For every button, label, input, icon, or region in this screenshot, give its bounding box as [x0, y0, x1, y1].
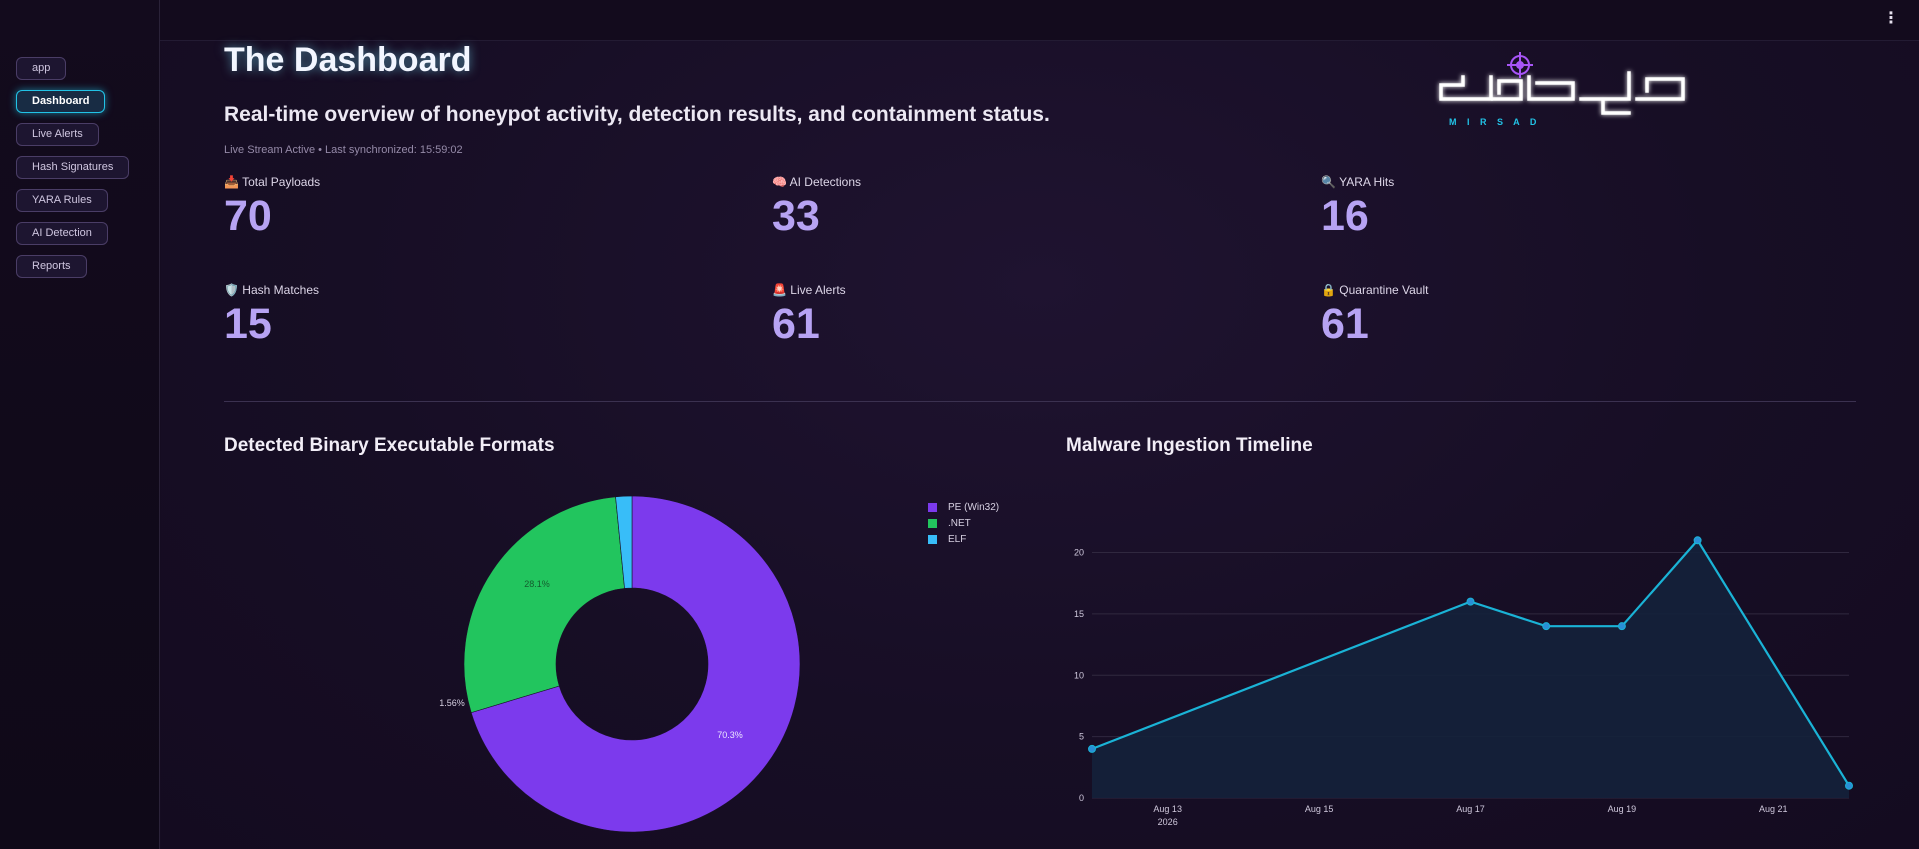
donut-slice-0[interactable]	[470, 495, 801, 833]
legend-item-elf[interactable]: ELF	[928, 531, 999, 547]
timeline-point[interactable]	[1466, 597, 1475, 606]
inbox-tray-icon: 📥	[224, 175, 239, 189]
timeline-point[interactable]	[1617, 622, 1626, 631]
x-tick-label: Aug 19	[1608, 804, 1637, 814]
x-tick-label: Aug 13	[1153, 804, 1182, 814]
metric-value: 33	[772, 192, 820, 240]
x-tick-year: 2026	[1158, 817, 1178, 827]
metric-ai-detections: 🧠 AI Detections 33	[772, 175, 861, 238]
metric-label: Live Alerts	[790, 283, 846, 297]
legend-label: PE (Win32)	[948, 501, 1000, 513]
legend-swatch	[928, 534, 937, 544]
donut-slice-label: 1.56%	[439, 698, 465, 708]
legend-swatch	[928, 502, 937, 512]
metric-label: AI Detections	[789, 175, 861, 189]
sidebar-item-hash-signatures[interactable]: Hash Signatures	[16, 156, 130, 179]
metric-live-alerts: 🚨 Live Alerts 61	[772, 283, 846, 346]
main-content: The Dashboard Real-time overview of hone…	[161, 41, 1919, 849]
legend-label: .NET	[948, 517, 971, 529]
magnifier-icon: 🔍	[1321, 175, 1336, 189]
sidebar-item-live-alerts[interactable]: Live Alerts	[16, 123, 99, 146]
donut-chart-title: Detected Binary Executable Formats	[224, 435, 555, 456]
donut-slice-1[interactable]	[463, 496, 625, 713]
metric-label: YARA Hits	[1339, 175, 1395, 189]
siren-icon: 🚨	[772, 283, 787, 297]
x-tick-label: Aug 17	[1456, 804, 1485, 814]
donut-slice-label: 28.1%	[524, 579, 550, 589]
metric-label: Quarantine Vault	[1339, 283, 1429, 297]
metric-yara-hits: 🔍 YARA Hits 16	[1321, 175, 1394, 238]
timeline-line	[1091, 538, 1850, 787]
metric-value: 61	[772, 300, 820, 348]
metric-quarantine-vault: 🔒 Quarantine Vault 61	[1321, 283, 1428, 346]
metric-value: 70	[224, 192, 272, 240]
timeline-point[interactable]	[1693, 536, 1702, 545]
sidebar: app Dashboard Live Alerts Hash Signature…	[0, 0, 160, 849]
metric-value: 61	[1321, 300, 1369, 348]
mirsad-logo: M I R S A D	[1439, 52, 1685, 127]
legend-item-net[interactable]: .NET	[928, 515, 999, 531]
sidebar-item-app[interactable]: app	[16, 57, 67, 80]
legend-item-pe[interactable]: PE (Win32)	[928, 499, 999, 515]
timeline-chart-title: Malware Ingestion Timeline	[1066, 435, 1313, 456]
timeline-point[interactable]	[1542, 622, 1551, 631]
sidebar-item-reports[interactable]: Reports	[16, 255, 87, 278]
sidebar-nav: app Dashboard Live Alerts Hash Signature…	[16, 57, 130, 278]
y-tick-label: 0	[1079, 793, 1084, 803]
crosshair-icon	[1507, 52, 1533, 78]
lock-icon: 🔒	[1321, 283, 1336, 297]
timeline-area	[1092, 540, 1849, 798]
x-tick-label: Aug 15	[1305, 804, 1334, 814]
top-bar: ⋮	[160, 0, 1919, 41]
metric-label: Total Payloads	[242, 175, 321, 189]
metric-value: 15	[224, 300, 272, 348]
svg-text:M I R S A D: M I R S A D	[1449, 117, 1540, 127]
sidebar-item-ai-detection[interactable]: AI Detection	[16, 222, 108, 245]
sync-status: Live Stream Active • Last synchronized: …	[224, 144, 463, 156]
donut-slice-2[interactable]	[615, 495, 633, 589]
page-subtitle: Real-time overview of honeypot activity,…	[224, 103, 1050, 126]
y-tick-label: 20	[1074, 548, 1084, 558]
donut-slice-label: 70.3%	[717, 730, 743, 740]
legend-swatch	[928, 518, 937, 528]
y-tick-label: 5	[1079, 732, 1084, 742]
section-divider	[224, 401, 1856, 402]
sidebar-item-yara-rules[interactable]: YARA Rules	[16, 189, 108, 212]
sidebar-item-dashboard[interactable]: Dashboard	[16, 90, 106, 113]
metric-hash-matches: 🛡️ Hash Matches 15	[224, 283, 319, 346]
metric-label: Hash Matches	[242, 283, 319, 297]
legend-label: ELF	[948, 533, 967, 545]
timeline-point[interactable]	[1088, 744, 1096, 753]
timeline-point[interactable]	[1845, 781, 1853, 790]
donut-legend: PE (Win32) .NET ELF	[928, 499, 999, 547]
y-tick-label: 10	[1074, 670, 1084, 680]
metric-total-payloads: 📥 Total Payloads 70	[224, 175, 320, 238]
metric-value: 16	[1321, 192, 1369, 240]
y-tick-label: 15	[1074, 609, 1084, 619]
donut-chart: 70.3% 28.1% 1.56%	[439, 495, 801, 833]
page-title: The Dashboard	[224, 41, 472, 79]
timeline-chart: 0 5 10 15 20 Aug 13 2026 Aug 15 Aug 17 Aug 19 Aug …	[1074, 536, 1853, 827]
x-tick-label: Aug 21	[1759, 804, 1788, 814]
brain-icon: 🧠	[772, 175, 787, 189]
kebab-menu-icon[interactable]: ⋮	[1883, 10, 1899, 27]
shield-icon: 🛡️	[224, 283, 239, 297]
